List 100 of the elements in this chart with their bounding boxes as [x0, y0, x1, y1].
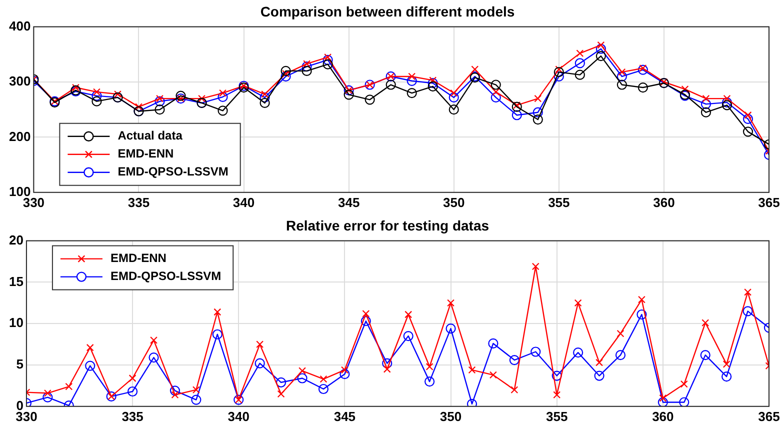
- point: [680, 380, 688, 388]
- point: [744, 288, 752, 296]
- point: [65, 382, 73, 390]
- point: [576, 50, 584, 58]
- y-tick-label: 5: [16, 356, 24, 372]
- point: [722, 97, 732, 108]
- legend-label: EMD-ENN: [118, 146, 174, 161]
- y-tick-label: 300: [8, 74, 31, 89]
- point: [92, 96, 102, 106]
- point: [742, 306, 753, 316]
- point: [700, 99, 712, 110]
- chart-title: Comparison between different models: [260, 3, 515, 20]
- point: [86, 344, 94, 352]
- point: [679, 397, 690, 406]
- point: [722, 360, 730, 368]
- legend-label: EMD-QPSO-LSSVM: [118, 164, 228, 179]
- point: [324, 53, 332, 61]
- point: [403, 330, 414, 342]
- point: [555, 66, 563, 74]
- legend-label: Actual data: [118, 128, 183, 143]
- point: [742, 126, 754, 137]
- point: [340, 366, 348, 374]
- point: [214, 308, 222, 316]
- point: [92, 88, 100, 96]
- point: [510, 386, 518, 394]
- point: [722, 100, 732, 110]
- point: [42, 392, 53, 402]
- point: [322, 54, 333, 65]
- point: [127, 386, 138, 397]
- point: [744, 111, 752, 119]
- point: [492, 88, 500, 96]
- point: [383, 365, 391, 373]
- point: [408, 72, 416, 80]
- point: [616, 71, 627, 82]
- point: [156, 94, 164, 102]
- point: [552, 370, 562, 381]
- point: [280, 71, 291, 82]
- point: [171, 391, 179, 399]
- x-tick-label: 355: [548, 194, 570, 210]
- point: [260, 98, 270, 108]
- point: [303, 60, 311, 68]
- point: [302, 61, 312, 72]
- point: [532, 262, 540, 270]
- point: [616, 330, 624, 338]
- point: [489, 371, 497, 379]
- legend-label: EMD-ENN: [110, 251, 166, 266]
- y-tick-label: 15: [8, 274, 24, 289]
- x-tick-label: 365: [758, 408, 780, 424]
- point: [490, 92, 501, 103]
- point: [639, 64, 647, 72]
- point: [428, 78, 438, 88]
- point: [490, 80, 501, 90]
- x-tick-label: 365: [758, 194, 780, 210]
- point: [150, 336, 158, 344]
- point: [148, 352, 159, 363]
- x-tick-label: 360: [653, 194, 675, 210]
- point: [450, 89, 458, 97]
- point: [44, 389, 52, 397]
- point: [340, 369, 350, 380]
- point: [636, 309, 647, 320]
- point: [448, 92, 459, 103]
- point: [170, 386, 180, 396]
- point: [72, 84, 80, 92]
- point: [554, 67, 564, 78]
- point: [702, 319, 710, 327]
- point: [85, 360, 96, 371]
- point: [276, 377, 286, 388]
- point: [597, 41, 605, 49]
- x-tick-label: 360: [652, 408, 674, 424]
- point: [471, 66, 479, 74]
- point: [700, 107, 712, 118]
- point: [362, 310, 370, 318]
- point: [513, 101, 521, 109]
- point: [596, 44, 606, 54]
- point: [386, 80, 396, 90]
- y-tick-label: 100: [8, 184, 31, 199]
- point: [596, 358, 604, 366]
- point: [322, 59, 333, 70]
- x-tick-label: 335: [122, 408, 144, 424]
- point: [429, 76, 437, 84]
- point: [574, 70, 585, 80]
- point: [135, 103, 142, 111]
- point: [219, 89, 226, 97]
- point: [638, 296, 646, 304]
- point: [658, 397, 668, 406]
- point: [428, 81, 438, 92]
- point: [404, 310, 412, 318]
- point: [573, 348, 584, 358]
- point: [154, 96, 165, 106]
- point: [554, 71, 564, 82]
- point: [446, 324, 456, 334]
- point: [154, 104, 165, 115]
- point: [466, 398, 478, 406]
- point: [424, 376, 435, 387]
- point: [318, 384, 329, 394]
- point: [406, 76, 417, 86]
- x-tick-label: 350: [443, 194, 465, 210]
- legend-label: EMD-QPSO-LSSVM: [110, 269, 222, 284]
- x-tick-label: 350: [440, 408, 462, 424]
- point: [700, 350, 710, 360]
